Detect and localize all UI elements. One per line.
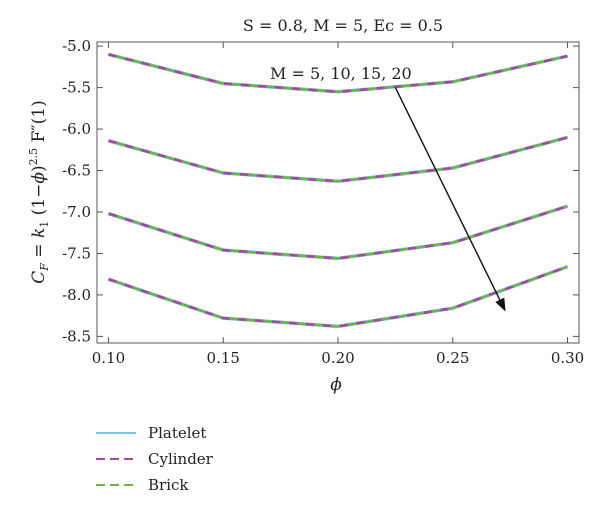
curve-cylinder-m4 [108, 265, 568, 328]
legend-item-cylinder: Cylinder [96, 446, 213, 472]
plot-series [107, 52, 569, 329]
legend-swatch-platelet [96, 432, 136, 434]
x-tick-label: 0.20 [321, 349, 354, 367]
curve-cylinder-m3 [108, 204, 568, 260]
arrow-shaft [394, 87, 501, 301]
x-axis: 0.10 0.15 0.20 0.25 0.30 [92, 42, 584, 367]
y-tick-label: -8.0 [62, 286, 91, 304]
y-tick-label: -5.0 [62, 37, 91, 55]
legend-label-cylinder: Cylinder [148, 450, 213, 468]
legend-label-platelet: Platelet [148, 424, 207, 442]
y-axis-label: CF = k1 (1−ϕ)2.5 F″(1) [27, 100, 51, 284]
x-tick-label: 0.25 [436, 349, 469, 367]
x-tick-label: 0.15 [207, 349, 240, 367]
curve-cylinder-m2 [108, 136, 568, 183]
curve-brick-m2 [108, 136, 568, 183]
curve-platelet-m3 [107, 204, 569, 261]
y-tick-label: -7.5 [62, 244, 91, 262]
curve-brick-m3 [108, 205, 568, 260]
x-tick-label: 0.30 [551, 349, 584, 367]
y-axis: -5.0 -5.5 -6.0 -6.5 -7.0 -7.5 -8.0 -8.5 [62, 37, 579, 345]
curve-brick-m4 [108, 265, 568, 328]
x-tick-label: 0.10 [92, 349, 125, 367]
legend-item-platelet: Platelet [96, 420, 213, 446]
annotation-text: M = 5, 10, 15, 20 [270, 64, 412, 83]
legend-item-brick: Brick [96, 472, 213, 498]
trend-arrow [394, 87, 506, 312]
plot-frame [96, 41, 580, 344]
x-axis-label: ϕ [330, 375, 342, 395]
chart-title: S = 0.8, M = 5, Ec = 0.5 [243, 16, 443, 35]
arrow-head [495, 297, 506, 312]
y-tick-label: -7.0 [62, 203, 91, 221]
y-tick-label: -6.5 [62, 162, 91, 180]
legend-label-brick: Brick [148, 476, 189, 494]
legend: Platelet Cylinder Brick [96, 420, 213, 498]
y-tick-label: -6.0 [62, 120, 91, 138]
y-tick-label: -8.5 [62, 327, 91, 345]
legend-swatch-brick [96, 484, 136, 486]
curve-brick-m1 [108, 53, 568, 93]
y-tick-label: -5.5 [62, 79, 91, 97]
chart: S = 0.8, M = 5, Ec = 0.5 -5.0 -5.5 -6.0 -6.… [27, 16, 584, 395]
legend-swatch-cylinder [96, 458, 136, 460]
